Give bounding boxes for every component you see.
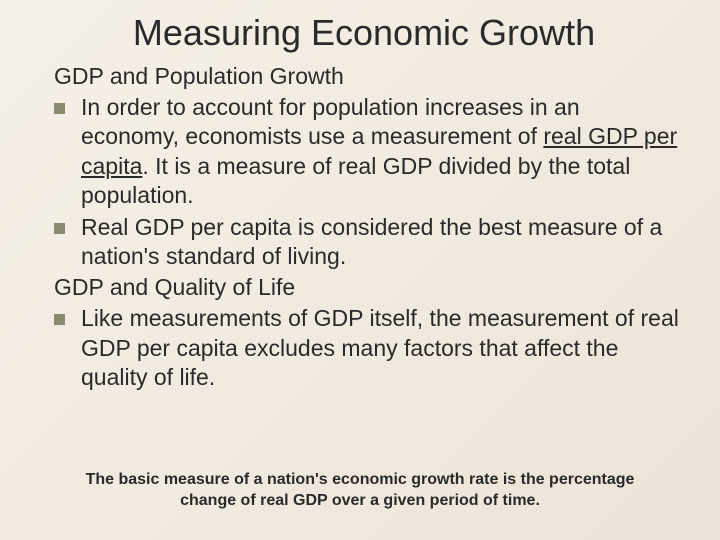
bullet-item: In order to account for population incre… bbox=[54, 93, 680, 211]
bullet-text-1: In order to account for population incre… bbox=[81, 93, 680, 211]
bullet-item: Like measurements of GDP itself, the mea… bbox=[54, 304, 680, 392]
slide-content: Measuring Economic Growth GDP and Popula… bbox=[0, 0, 720, 414]
bullet-text-3: Like measurements of GDP itself, the mea… bbox=[81, 304, 680, 392]
square-bullet-icon bbox=[54, 314, 65, 325]
footer-note: The basic measure of a nation's economic… bbox=[0, 469, 720, 512]
square-bullet-icon bbox=[54, 223, 65, 234]
subheading-gdp-population: GDP and Population Growth bbox=[54, 62, 680, 91]
bullet-item: Real GDP per capita is considered the be… bbox=[54, 213, 680, 272]
bullet-text-2: Real GDP per capita is considered the be… bbox=[81, 213, 680, 272]
bullet1-post: . It is a measure of real GDP divided by… bbox=[81, 153, 630, 208]
slide-title: Measuring Economic Growth bbox=[48, 12, 680, 54]
square-bullet-icon bbox=[54, 103, 65, 114]
subheading-gdp-quality: GDP and Quality of Life bbox=[54, 273, 680, 302]
bullet1-pre: In order to account for population incre… bbox=[81, 94, 580, 149]
